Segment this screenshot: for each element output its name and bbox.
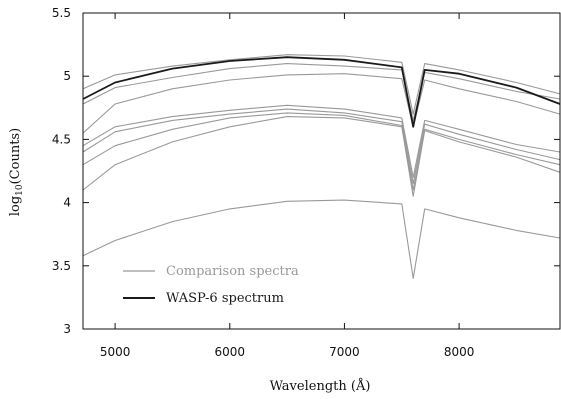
y-axis-title-rest: (Counts) bbox=[8, 128, 23, 185]
legend-label-comparison: Comparison spectra bbox=[166, 264, 299, 279]
series-line-comparison bbox=[82, 112, 561, 191]
series-line-comparison bbox=[82, 73, 561, 134]
y-tick-label: 5 bbox=[63, 69, 71, 83]
series-line-comparison bbox=[82, 104, 561, 178]
series-line-comparison bbox=[82, 116, 561, 197]
series-line-comparison bbox=[82, 63, 561, 121]
y-axis-title-base: log bbox=[8, 196, 23, 216]
y-tick-label: 5.5 bbox=[52, 6, 71, 20]
y-tick-label: 3 bbox=[63, 322, 71, 336]
legend: Comparison spectra WASP-6 spectrum bbox=[123, 264, 299, 306]
y-tick-label: 3.5 bbox=[52, 259, 71, 273]
series-layer bbox=[82, 54, 561, 279]
series-line-comparison bbox=[82, 108, 561, 185]
series-line-comparison bbox=[82, 54, 561, 115]
ticks-layer: 5000 6000 7000 8000 3 3.5 4 4.5 5 5.5 bbox=[52, 6, 560, 359]
x-tick-label: 7000 bbox=[329, 345, 360, 359]
plot-frame bbox=[82, 12, 561, 330]
y-tick-label: 4 bbox=[63, 196, 71, 210]
x-tick-label: 5000 bbox=[100, 345, 131, 359]
y-axis-title-sub: 10 bbox=[15, 184, 25, 196]
series-line-comparison bbox=[82, 199, 561, 279]
x-tick-label: 6000 bbox=[214, 345, 245, 359]
x-axis-title: Wavelength (Å) bbox=[270, 378, 371, 394]
y-axis-title: log10(Counts) bbox=[8, 128, 25, 216]
legend-label-wasp6: WASP-6 spectrum bbox=[166, 291, 284, 306]
y-tick-label: 4.5 bbox=[52, 132, 71, 146]
series-line-wasp6 bbox=[82, 56, 561, 128]
x-tick-label: 8000 bbox=[444, 345, 475, 359]
